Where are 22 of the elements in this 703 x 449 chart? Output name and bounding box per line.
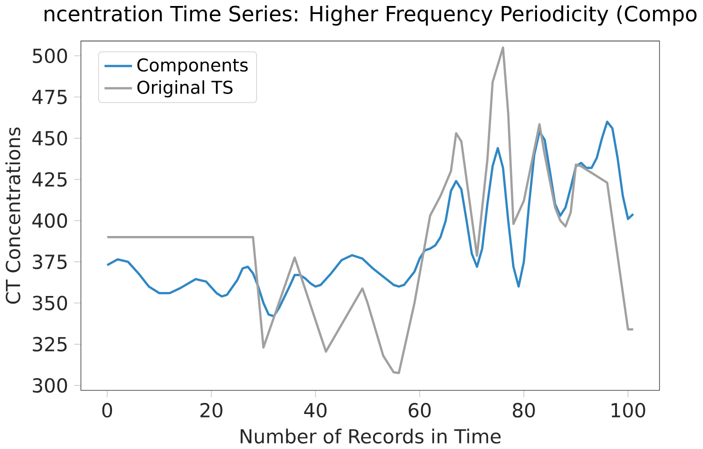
y-tick-label: 350 [32,296,68,310]
y-tick-label: 475 [32,90,67,104]
line-series [106,120,634,318]
y-tick-label: 400 [32,213,68,228]
x-tick-label: 100 [612,402,646,418]
x-tick-label: 60 [408,402,431,418]
y-tick-label: 375 [32,254,67,270]
y-tick-label: 325 [32,336,67,352]
x-tick-label: 80 [512,402,535,418]
chart-title: ncentration Time Series: Higher Frequency Periodicity (Compo [44,5,697,26]
x-axis-title: Number of Records in Time [240,428,501,444]
y-tick-label: 425 [32,172,67,187]
x-tick-label: 0 [102,402,112,418]
line-series [106,46,634,374]
legend-label: Components [137,58,248,76]
legend-label: Original TS [137,80,232,98]
y-tick-label: 450 [32,130,68,146]
y-axis-title: CT Concentrations [5,127,20,304]
y-tick-label: 300 [32,378,68,393]
x-tick-label: 20 [200,402,222,418]
y-tick-label: 500 [32,48,68,64]
x-tick-label: 40 [304,402,327,418]
